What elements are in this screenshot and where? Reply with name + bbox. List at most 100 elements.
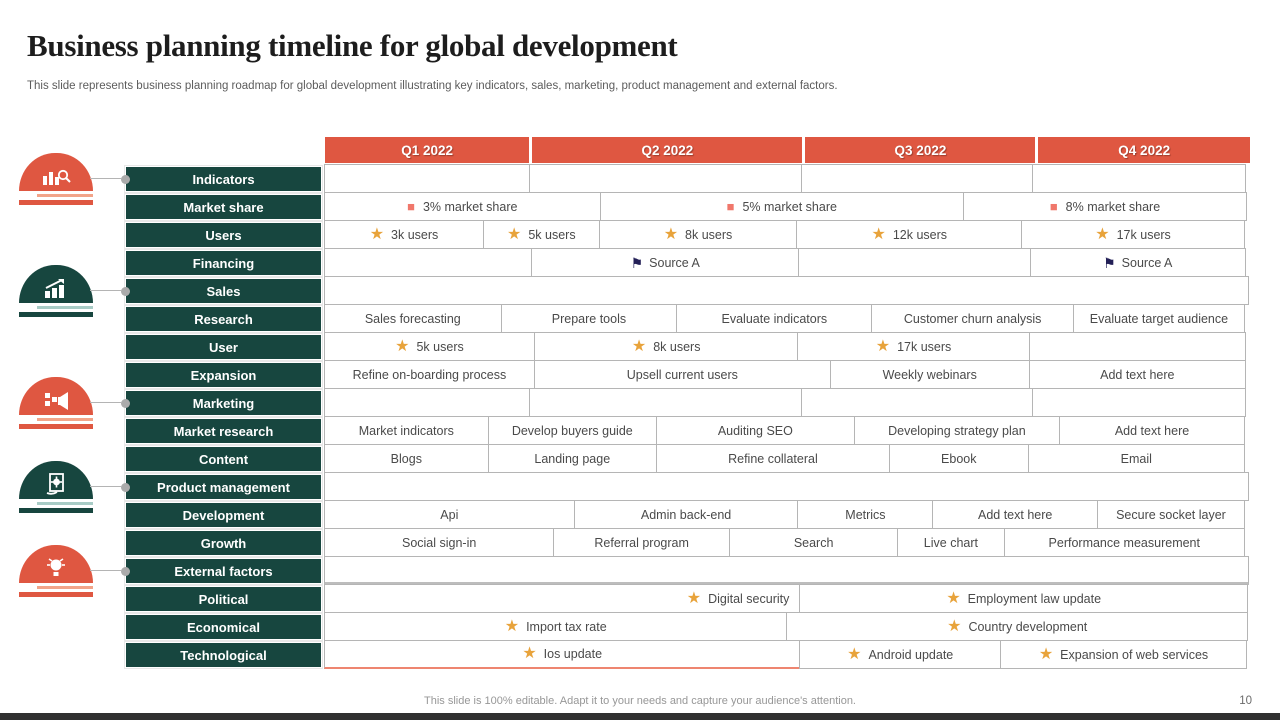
cell-text: Android update (868, 647, 954, 662)
cell-text: 12k users (892, 227, 948, 242)
row-cells: Blogs Landing page Refine collateral Ebook E… (324, 444, 1250, 473)
product-management-icon (19, 461, 93, 513)
cell-text: Add text here (1100, 367, 1175, 382)
external-factors-idea-icon (19, 545, 93, 597)
row-label: Growth (125, 530, 322, 556)
timeline-cell: Market indicators (324, 416, 489, 445)
timeline-cell: Evaluate target audience (1072, 304, 1245, 333)
timeline-cell: Add text here (1059, 416, 1245, 445)
star-icon: ★ (1095, 225, 1110, 243)
row-cells (324, 472, 1250, 501)
row-cells: ★ Import tax rate ★ Country development (324, 612, 1250, 641)
cell-text: Metrics (845, 507, 886, 522)
timeline-cell-empty (1032, 388, 1246, 417)
star-icon: ★ (395, 337, 410, 355)
timeline-cell-empty (324, 472, 1249, 501)
cell-text: Sales forecasting (364, 311, 461, 326)
quarter-header-row: Q1 2022 Q2 2022 Q3 2022 Q4 2022 (325, 137, 1250, 163)
row-label: User (125, 334, 322, 360)
cell-text: Digital security (708, 591, 790, 606)
cell-text: Ebook (941, 451, 977, 466)
icon-underline (19, 508, 93, 513)
row-cells (324, 388, 1250, 417)
cell-text: Live chart (923, 535, 978, 550)
row-cells: Api Admin back-end Metrics Add text here Sec… (324, 500, 1250, 529)
timeline-cell: Add text here (932, 500, 1098, 529)
cell-text: Add text here (1114, 423, 1190, 438)
cell-text: Develop buyers guide (511, 423, 633, 438)
timeline-cell: Refine on-boarding process (324, 360, 535, 389)
external-factors-idea-icon-dome (19, 545, 93, 583)
row-cells: Market indicators Develop buyers guide Aud… (324, 416, 1250, 445)
cell-text: Secure socket layer (1116, 507, 1226, 522)
cell-text: Refine on-boarding process (352, 367, 507, 382)
cell-text: 17k users (897, 339, 952, 354)
timeline-cell: Prepare tools (500, 304, 678, 333)
timeline-cell: Developing strategy plan (853, 416, 1061, 445)
connector-dot (121, 566, 130, 576)
cell-text: 5k users (528, 227, 576, 242)
timeline-cell: Blogs (324, 444, 489, 473)
row-label: Technological (125, 642, 322, 668)
timeline-cell: ⚑ Source A (1029, 248, 1246, 277)
timeline-cell: Evaluate indicators (676, 304, 873, 333)
cell-text: Weekly webinars (882, 367, 977, 382)
timeline-row-expansion: Expansion Refine on-boarding process Upsel… (125, 360, 1250, 389)
icon-underline (19, 424, 93, 429)
connector-dot (121, 286, 130, 296)
square-icon: ■ (726, 199, 735, 214)
timeline-row-economical: Economical ★ Import tax rate ★ Country devel… (125, 612, 1250, 641)
row-label: Sales (125, 278, 322, 304)
connector-dot (121, 482, 130, 492)
sales-growth-icon-dome (19, 265, 93, 303)
timeline-cell: ★ Android update (799, 640, 1002, 669)
timeline-cell: ★ Employment law update (799, 584, 1248, 613)
star-icon: ★ (504, 617, 520, 635)
timeline-cell: Ebook (888, 444, 1029, 473)
cell-text: Api (440, 507, 459, 522)
connector-line (90, 486, 121, 487)
timeline-cell-empty (801, 164, 1034, 193)
timeline-cell: ★ Country development (786, 612, 1248, 641)
timeline-cell: Landing page (487, 444, 657, 473)
star-icon: ★ (631, 337, 647, 355)
row-label: Content (125, 446, 322, 472)
cell-text: Social sign-in (401, 535, 477, 550)
connector-line (90, 178, 121, 179)
quarter-header-q4: Q4 2022 (1038, 137, 1250, 163)
timeline-cell-empty (324, 556, 1249, 585)
row-label: External factors (125, 558, 322, 584)
row-cells: ⚑ Source A ⚑ Source A (324, 248, 1250, 277)
timeline-row-indicators: Indicators (90, 164, 1250, 193)
cell-text: Expansion of web services (1060, 647, 1209, 662)
timeline-cell: ★ 3k users (324, 220, 485, 249)
timeline-table: Q1 2022 Q2 2022 Q3 2022 Q4 2022 Indicators M… (90, 137, 1250, 669)
icon-underline-light (37, 502, 93, 505)
sales-growth-icon (19, 265, 93, 317)
timeline-cell: Live chart (897, 528, 1005, 557)
row-cells: ★ Digital security ★ Employment law update (324, 584, 1250, 613)
timeline-cell: Sales forecasting (324, 304, 502, 333)
timeline-cell: ★ Digital security (324, 584, 801, 613)
timeline-cell-empty (1028, 332, 1246, 361)
timeline-cell: Customer churn analysis (871, 304, 1074, 333)
timeline-cell: ★ 17k users (797, 332, 1030, 361)
row-cells: ★ Ios update ★ Android update ★ Expansion of … (324, 640, 1250, 669)
timeline-cell: ★ 17k users (1021, 220, 1245, 249)
row-label: Market research (125, 418, 322, 444)
cell-text: Referral program (594, 535, 689, 550)
timeline-row-market-research: Market research Market indicators Develop … (125, 416, 1250, 445)
row-cells (324, 276, 1250, 305)
cell-text: Prepare tools (551, 311, 627, 326)
timeline-cell: ★ 8k users (598, 220, 798, 249)
cell-text: 3k users (391, 227, 439, 242)
square-icon: ■ (407, 199, 415, 214)
timeline-cell-empty (324, 388, 531, 417)
cell-text: Landing page (534, 451, 611, 466)
timeline-row-political: Political ★ Digital security ★ Employment la… (125, 584, 1250, 613)
star-icon: ★ (506, 225, 522, 243)
timeline-cell: Admin back-end (573, 500, 799, 529)
cell-text: Ios update (543, 647, 603, 661)
connector-line (90, 402, 121, 403)
